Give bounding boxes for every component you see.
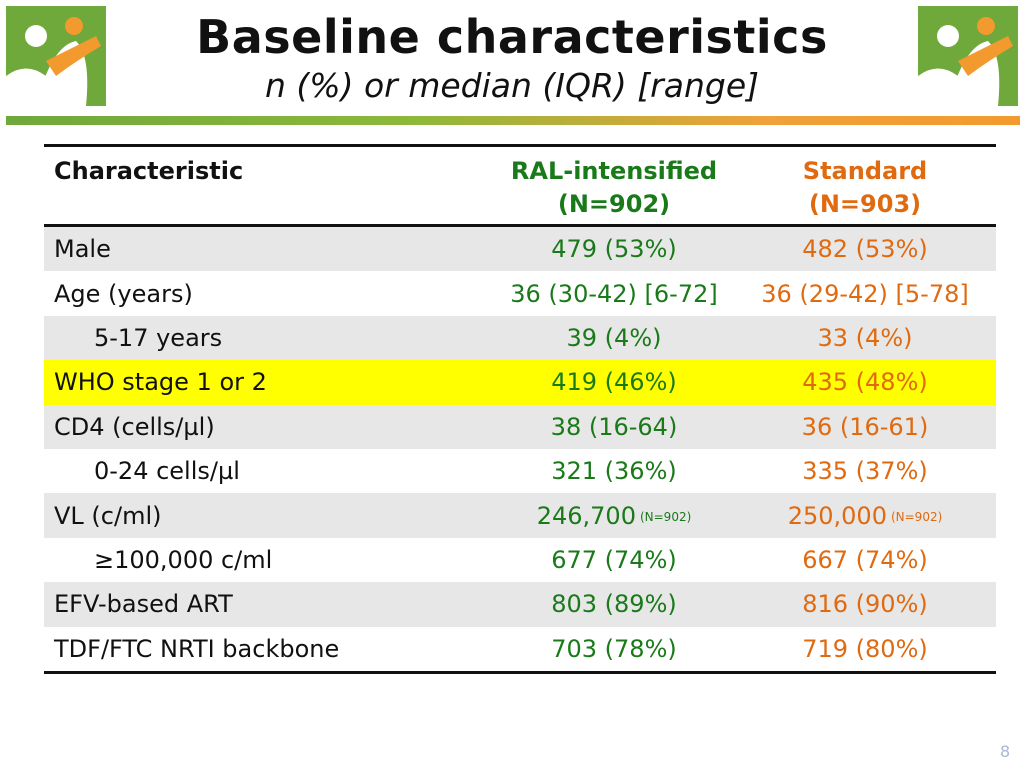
- row-label: EFV-based ART: [54, 590, 233, 619]
- row-standard-value: 482 (53%): [802, 235, 928, 264]
- row-label: WHO stage 1 or 2: [54, 368, 267, 397]
- table-row: Age (years) 36 (30-42) [6-72] 36 (29-42)…: [44, 271, 996, 315]
- row-standard-value: 36 (29-42) [5-78]: [761, 279, 969, 308]
- row-standard-value: 667 (74%): [802, 545, 928, 574]
- row-ral-value: 36 (30-42) [6-72]: [510, 279, 718, 308]
- slide-subtitle: n (%) or median (IQR) [range]: [264, 66, 760, 105]
- row-ral-value: 419 (46%): [551, 368, 677, 397]
- table-row: 0-24 cells/µl 321 (36%) 335 (37%): [44, 449, 996, 493]
- row-label: Age (years): [54, 279, 193, 308]
- row-label: TDF/FTC NRTI backbone: [54, 634, 340, 663]
- table-row: 5-17 years 39 (4%) 33 (4%): [44, 315, 996, 361]
- header-ral: RAL-intensified (N=902): [494, 147, 734, 221]
- row-label: ≥100,000 c/ml: [94, 545, 273, 574]
- table-row: TDF/FTC NRTI backbone 703 (78%) 719 (80%…: [44, 627, 996, 671]
- slide-title: Baseline characteristics: [196, 10, 828, 64]
- header-standard-name: Standard: [802, 157, 928, 185]
- row-standard-value: 719 (80%): [802, 634, 928, 663]
- table-row-highlighted: WHO stage 1 or 2 419 (46%) 435 (48%): [44, 360, 996, 405]
- row-ral-value: 38 (16-64): [550, 412, 678, 441]
- table-row: ≥100,000 c/ml 677 (74%) 667 (74%): [44, 538, 996, 582]
- row-standard-value: 816 (90%): [802, 590, 928, 619]
- header-ral-name: RAL-intensified: [510, 157, 718, 185]
- row-standard-value: 335 (37%): [802, 457, 928, 486]
- row-ral-value: 246,700 (N=902): [494, 502, 734, 530]
- table-row: Male 479 (53%) 482 (53%): [44, 227, 996, 272]
- header-standard: Standard (N=903): [734, 147, 996, 221]
- header-standard-n: (N=903): [808, 190, 922, 218]
- row-label: CD4 (cells/µl): [54, 412, 215, 441]
- row-standard-value: 33 (4%): [817, 323, 913, 352]
- header-divider: [6, 116, 1020, 125]
- row-ral-value: 703 (78%): [551, 634, 677, 663]
- row-standard-note: (N=902): [890, 509, 943, 524]
- row-standard-value: 435 (48%): [802, 368, 928, 397]
- row-label: Male: [54, 235, 111, 264]
- row-standard-value: 36 (16-61): [801, 412, 929, 441]
- row-standard-value: 250,000 (N=902): [734, 502, 996, 530]
- row-standard-main: 250,000: [787, 501, 887, 530]
- family-logo-icon: [6, 6, 106, 106]
- row-ral-value: 479 (53%): [551, 235, 677, 264]
- row-ral-value: 321 (36%): [551, 457, 677, 486]
- row-label: VL (c/ml): [54, 501, 162, 530]
- baseline-table: Characteristic RAL-intensified (N=902) S…: [44, 144, 996, 674]
- header-characteristic: Characteristic: [54, 157, 244, 185]
- row-ral-main: 246,700: [536, 501, 636, 530]
- row-ral-value: 677 (74%): [551, 545, 677, 574]
- table-row: VL (c/ml) 246,700 (N=902) 250,000 (N=902): [44, 493, 996, 538]
- page-number: 8: [1000, 742, 1011, 761]
- table-row: EFV-based ART 803 (89%) 816 (90%): [44, 582, 996, 627]
- family-logo-icon: [918, 6, 1018, 106]
- row-ral-value: 803 (89%): [551, 590, 677, 619]
- row-label: 5-17 years: [94, 323, 223, 352]
- header-ral-n: (N=902): [557, 190, 671, 218]
- table-header-row: Characteristic RAL-intensified (N=902) S…: [44, 147, 996, 227]
- row-ral-value: 39 (4%): [566, 323, 662, 352]
- row-ral-note: (N=902): [639, 509, 692, 524]
- row-label: 0-24 cells/µl: [94, 457, 240, 486]
- table-row: CD4 (cells/µl) 38 (16-64) 36 (16-61): [44, 404, 996, 449]
